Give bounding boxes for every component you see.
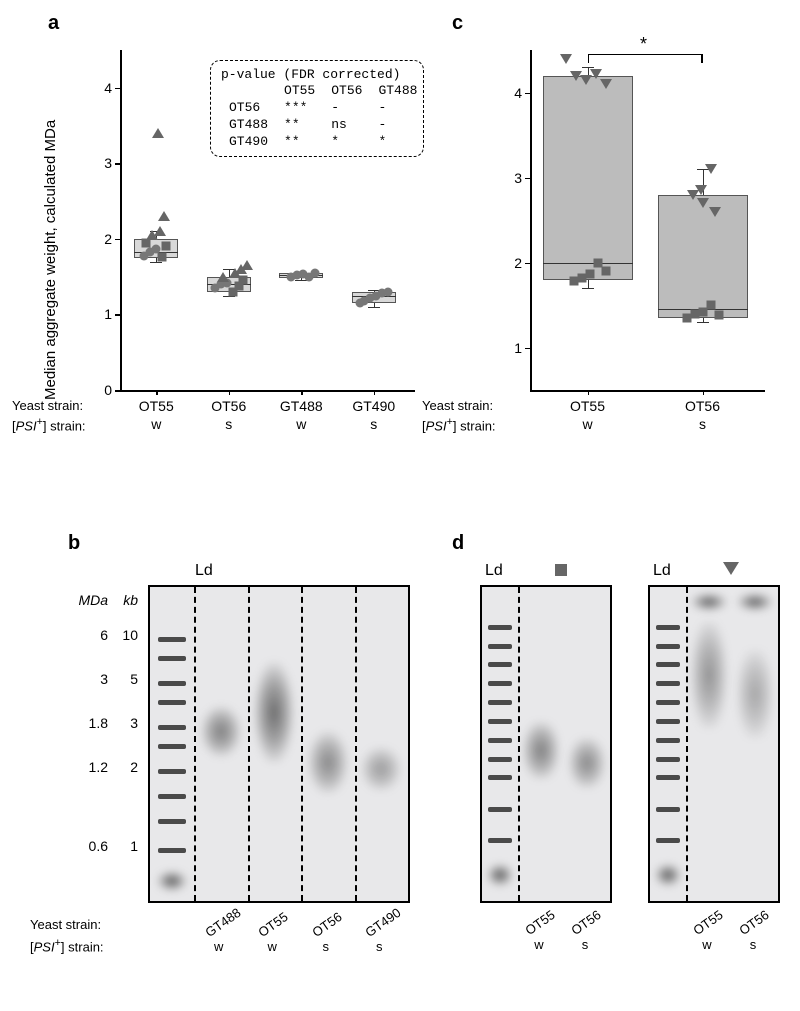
x-strain-label: OT55 xyxy=(126,398,186,414)
gel-lane-strain: GT488 xyxy=(202,905,243,940)
x-strain-label: GT490 xyxy=(344,398,404,414)
gel-lane-psi: s xyxy=(316,939,336,954)
gel-lane-strain: GT490 xyxy=(363,905,404,940)
gel-lane-psi: w xyxy=(262,939,282,954)
panel-d-gel-2 xyxy=(648,585,780,903)
ladder-mda-label: 6 xyxy=(76,627,108,643)
mda-header: MDa xyxy=(76,592,108,608)
x-row-label: [PSI+] strain: xyxy=(12,416,86,433)
x-strain-label: OT55 xyxy=(558,398,618,414)
x-strain-label: OT56 xyxy=(199,398,259,414)
figure-root: a c b d Median aggregate weight, calcula… xyxy=(0,0,800,1011)
x-psi-label: w xyxy=(136,416,176,432)
gel-row-label: Yeast strain: xyxy=(30,917,101,932)
x-strain-label: GT488 xyxy=(271,398,331,414)
gel-lane-psi: s xyxy=(743,937,763,952)
y-tick-label: 4 xyxy=(502,85,522,101)
x-psi-label: w xyxy=(568,416,608,432)
x-psi-label: s xyxy=(209,416,249,432)
y-tick-label: 1 xyxy=(92,306,112,322)
x-strain-label: OT56 xyxy=(673,398,733,414)
inset-title: p-value (FDR corrected) xyxy=(221,67,413,82)
ld-label-b: Ld xyxy=(195,562,213,580)
gel-lane-strain: OT56 xyxy=(309,909,344,940)
kb-header: kb xyxy=(114,592,138,608)
x-row-label: Yeast strain: xyxy=(12,398,83,413)
ld-label-d2: Ld xyxy=(653,562,671,580)
gel-lane-strain: OT56 xyxy=(736,907,771,938)
panel-c-chart: 1234OT55wOT56s* xyxy=(500,40,770,440)
y-tick-label: 2 xyxy=(92,231,112,247)
panel-b-label: b xyxy=(68,532,80,555)
panel-d-label: d xyxy=(452,532,464,555)
x-row-label: [PSI+] strain: xyxy=(422,416,496,433)
ladder-mda-label: 1.8 xyxy=(76,715,108,731)
significance-star: * xyxy=(640,34,647,55)
gel-row-label: [PSI+] strain: xyxy=(30,937,104,954)
y-tick-label: 3 xyxy=(92,155,112,171)
gel-lane-psi: w xyxy=(209,939,229,954)
gel-lane-psi: w xyxy=(697,937,717,952)
panel-a-label: a xyxy=(48,12,59,35)
gel-lane-strain: OT55 xyxy=(522,907,557,938)
ladder-mda-label: 0.6 xyxy=(76,838,108,854)
inset-table: OT55 OT56 GT488 OT56 *** - - GT488 ** ns… xyxy=(221,82,425,150)
gel-lane-strain: OT56 xyxy=(568,907,603,938)
ladder-kb-label: 10 xyxy=(114,627,138,643)
panel-c-label: c xyxy=(452,12,463,35)
square-icon xyxy=(555,564,567,576)
y-tick-label: 1 xyxy=(502,340,522,356)
ld-label-d1: Ld xyxy=(485,562,503,580)
gel-lane-strain: OT55 xyxy=(256,909,291,940)
ladder-mda-label: 1.2 xyxy=(76,759,108,775)
y-tick-label: 3 xyxy=(502,170,522,186)
triangle-down-icon xyxy=(723,562,739,575)
x-psi-label: s xyxy=(683,416,723,432)
gel-lane-psi: w xyxy=(529,937,549,952)
inset-pvalue-box: p-value (FDR corrected) OT55 OT56 GT488 … xyxy=(210,60,424,157)
x-psi-label: w xyxy=(281,416,321,432)
ladder-kb-label: 3 xyxy=(114,715,138,731)
y-axis-title-a: Median aggregate weight, calculated MDa xyxy=(42,120,59,400)
ladder-kb-label: 2 xyxy=(114,759,138,775)
y-tick-label: 4 xyxy=(92,80,112,96)
ladder-mda-label: 3 xyxy=(76,671,108,687)
panel-d-gel-1 xyxy=(480,585,612,903)
gel-lane-psi: s xyxy=(369,939,389,954)
y-tick-label: 2 xyxy=(502,255,522,271)
x-psi-label: s xyxy=(354,416,394,432)
gel-lane-strain: OT55 xyxy=(690,907,725,938)
gel-lane-psi: s xyxy=(575,937,595,952)
y-tick-label: 0 xyxy=(92,382,112,398)
ladder-kb-label: 1 xyxy=(114,838,138,854)
panel-b-gel xyxy=(148,585,410,903)
x-row-label: Yeast strain: xyxy=(422,398,493,413)
ladder-kb-label: 5 xyxy=(114,671,138,687)
